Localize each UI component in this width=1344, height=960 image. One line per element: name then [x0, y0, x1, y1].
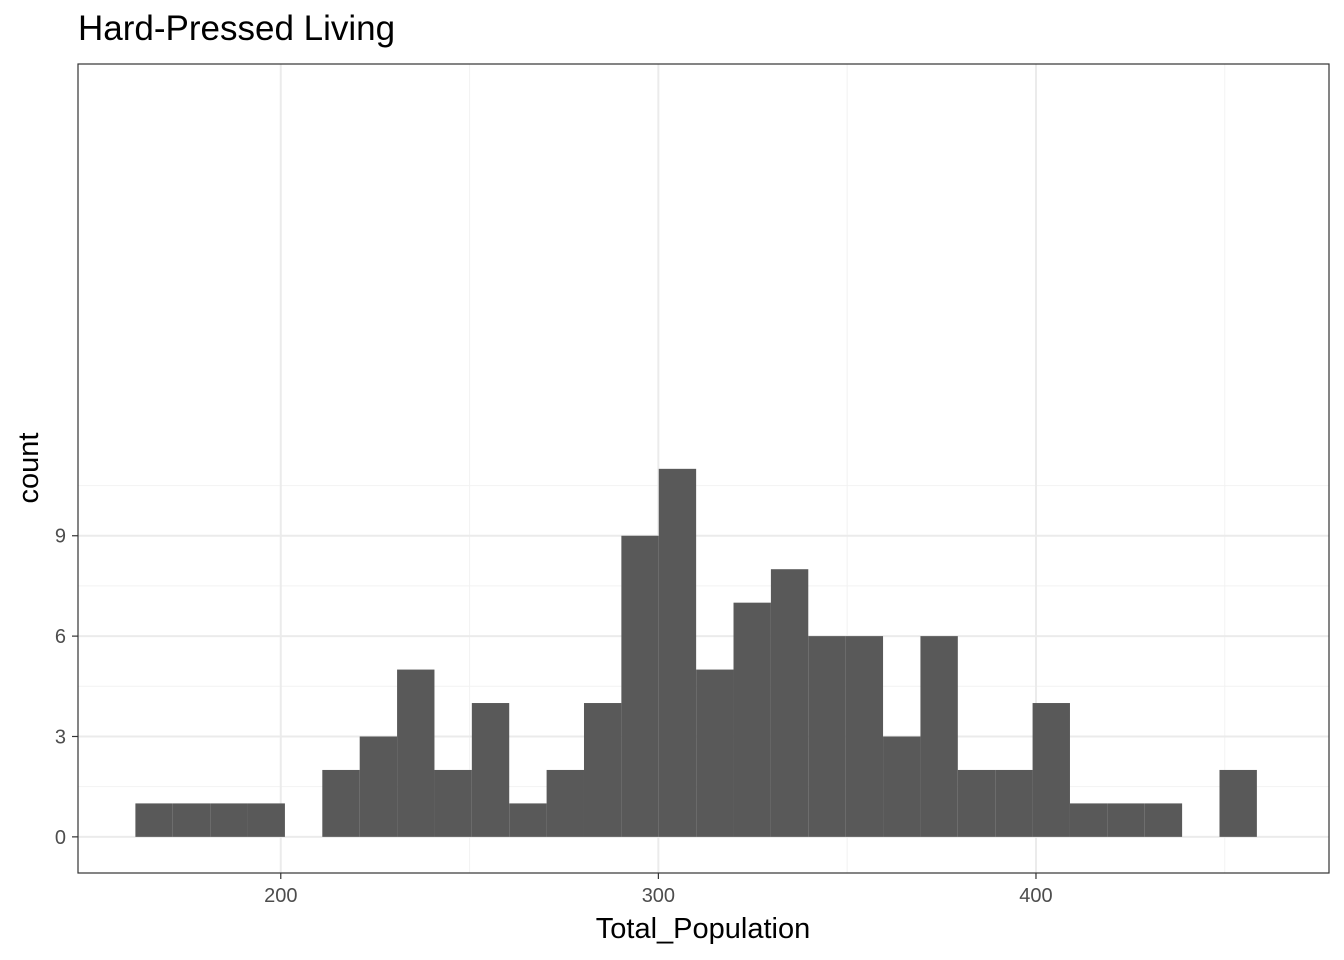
histogram-bar — [696, 669, 734, 837]
x-tick-label: 200 — [264, 885, 297, 907]
panel-border — [77, 63, 1330, 874]
histogram-bar — [845, 636, 884, 837]
histogram-bar — [546, 769, 584, 837]
y-axis: 0 3 6 9 — [55, 526, 78, 849]
plot-panel — [77, 63, 1330, 874]
histogram-bar — [135, 803, 173, 837]
y-tick-label: 6 — [55, 626, 66, 648]
histogram-bar — [1144, 803, 1183, 837]
histogram-bar — [1069, 803, 1108, 837]
histogram-bar — [359, 736, 398, 837]
histogram-bar — [583, 703, 622, 837]
y-tick-label: 0 — [55, 827, 66, 849]
histogram-bar — [770, 569, 809, 837]
histogram-bar — [471, 703, 510, 837]
histogram-bar — [322, 769, 360, 837]
histogram-bar — [920, 636, 958, 837]
y-axis-title: count — [13, 433, 45, 504]
histogram-bar — [658, 468, 697, 837]
x-tick-label: 300 — [642, 885, 675, 907]
y-tick-label: 9 — [55, 526, 66, 548]
histogram-bar — [808, 636, 846, 837]
histogram-bar — [397, 669, 435, 837]
histogram-bar — [1219, 769, 1257, 837]
histogram-bar — [509, 803, 547, 837]
chart-title: Hard-Pressed Living — [78, 9, 395, 48]
histogram-bar — [172, 803, 211, 837]
y-tick-label: 3 — [55, 726, 66, 748]
x-axis: 200 300 400 — [264, 873, 1053, 907]
x-axis-title: Total_Population — [596, 913, 810, 945]
histogram-bar — [957, 769, 996, 837]
histogram-bar — [995, 769, 1033, 837]
histogram-bar — [1107, 803, 1145, 837]
histogram-bar — [883, 736, 921, 837]
histogram-bar — [210, 803, 248, 837]
histogram-bars — [135, 468, 1257, 837]
histogram-bar — [434, 769, 472, 837]
x-tick-label: 400 — [1019, 885, 1052, 907]
histogram-bar — [247, 803, 285, 837]
histogram-bar — [733, 602, 771, 837]
histogram-bar — [1032, 703, 1070, 837]
histogram-bar — [621, 535, 659, 837]
